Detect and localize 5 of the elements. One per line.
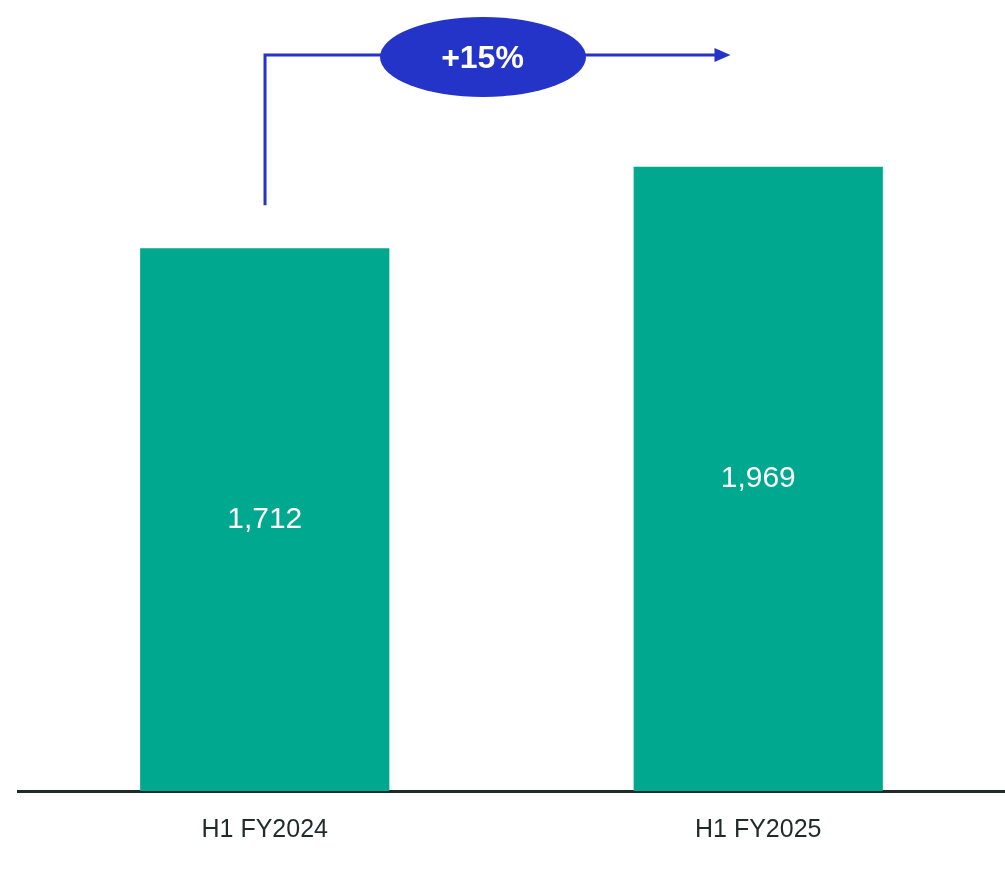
growth-oval: +15% (379, 17, 586, 97)
x-tick-label: H1 FY2025 (695, 813, 822, 842)
x-tick-label: H1 FY2024 (201, 813, 329, 842)
data-label: 1,712 (227, 500, 303, 534)
data-label: 1,969 (720, 460, 796, 494)
